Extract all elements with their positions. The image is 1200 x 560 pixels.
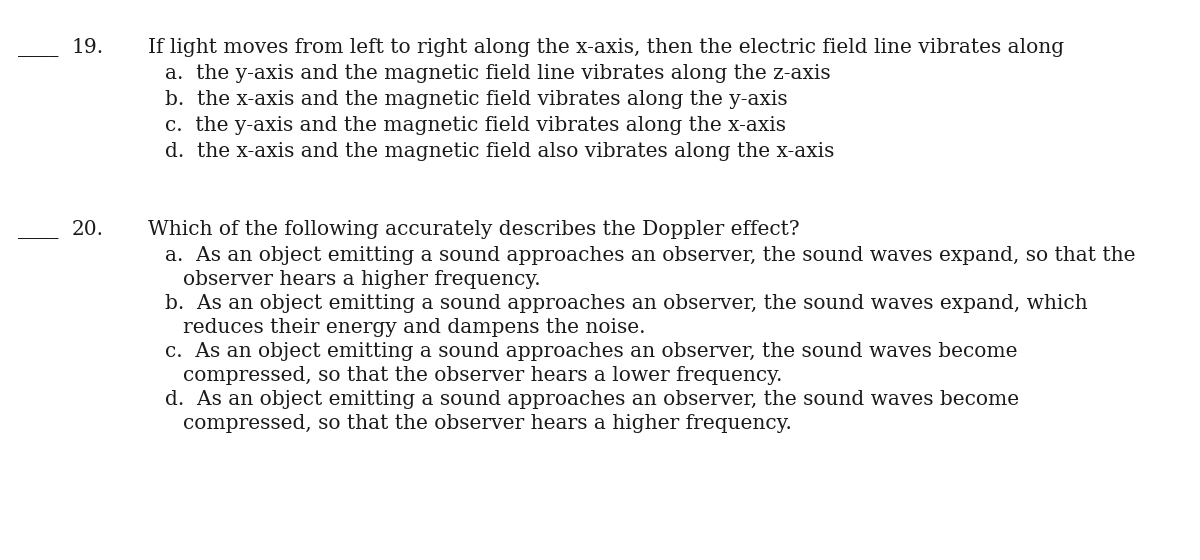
Text: observer hears a higher frequency.: observer hears a higher frequency. (182, 270, 541, 289)
Text: reduces their energy and dampens the noise.: reduces their energy and dampens the noi… (182, 318, 646, 337)
Text: compressed, so that the observer hears a lower frequency.: compressed, so that the observer hears a… (182, 366, 782, 385)
Text: d.  As an object emitting a sound approaches an observer, the sound waves become: d. As an object emitting a sound approac… (166, 390, 1019, 409)
Text: 20.: 20. (72, 220, 104, 239)
Text: 19.: 19. (72, 38, 104, 57)
Text: a.  As an object emitting a sound approaches an observer, the sound waves expand: a. As an object emitting a sound approac… (166, 246, 1135, 265)
Text: c.  As an object emitting a sound approaches an observer, the sound waves become: c. As an object emitting a sound approac… (166, 342, 1018, 361)
Text: d.  the x-axis and the magnetic field also vibrates along the x-axis: d. the x-axis and the magnetic field als… (166, 142, 834, 161)
Text: ____: ____ (18, 220, 59, 239)
Text: b.  the x-axis and the magnetic field vibrates along the y-axis: b. the x-axis and the magnetic field vib… (166, 90, 787, 109)
Text: c.  the y-axis and the magnetic field vibrates along the x-axis: c. the y-axis and the magnetic field vib… (166, 116, 786, 135)
Text: b.  As an object emitting a sound approaches an observer, the sound waves expand: b. As an object emitting a sound approac… (166, 294, 1087, 313)
Text: Which of the following accurately describes the Doppler effect?: Which of the following accurately descri… (148, 220, 799, 239)
Text: If light moves from left to right along the x-axis, then the electric field line: If light moves from left to right along … (148, 38, 1064, 57)
Text: ____: ____ (18, 38, 59, 57)
Text: compressed, so that the observer hears a higher frequency.: compressed, so that the observer hears a… (182, 414, 792, 433)
Text: a.  the y-axis and the magnetic field line vibrates along the z-axis: a. the y-axis and the magnetic field lin… (166, 64, 830, 83)
